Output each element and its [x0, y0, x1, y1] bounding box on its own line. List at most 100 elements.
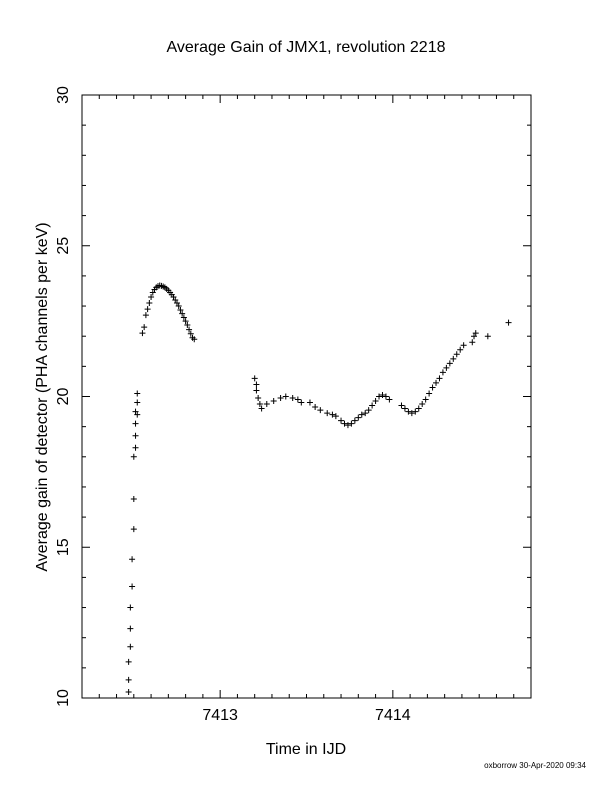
data-point [439, 369, 446, 376]
data-point [172, 297, 179, 304]
data-point [471, 333, 478, 340]
chart-title: Average Gain of JMX1, revolution 2218 [167, 39, 446, 56]
data-point [317, 407, 324, 414]
data-point [132, 432, 139, 439]
data-point [134, 399, 141, 406]
data-point [134, 390, 141, 397]
data-point [386, 396, 393, 403]
data-point [298, 399, 305, 406]
data-point [253, 381, 260, 388]
axis-ticks [81, 94, 532, 699]
data-point [472, 330, 479, 337]
data-point [144, 306, 151, 313]
data-point [263, 401, 270, 408]
y-tick-label: 30 [55, 86, 72, 104]
data-point [146, 300, 153, 307]
data-point [125, 688, 132, 695]
data-point [132, 408, 139, 415]
data-point [180, 314, 187, 321]
data-point [130, 526, 137, 533]
data-point [338, 417, 345, 424]
data-point [405, 408, 412, 415]
x-axis-label: Time in IJD [266, 741, 346, 758]
data-point [382, 393, 389, 400]
data-point [419, 401, 426, 408]
data-point [251, 375, 258, 382]
data-point [457, 346, 464, 353]
data-point [469, 339, 476, 346]
data-point [134, 411, 141, 418]
data-point [175, 303, 182, 310]
data-points [125, 282, 512, 695]
data-point [362, 410, 369, 417]
data-point [282, 393, 289, 400]
data-point [127, 604, 134, 611]
data-point [141, 324, 148, 331]
data-point [289, 395, 296, 402]
y-tick-labels: 10 15 20 25 30 [55, 86, 72, 707]
data-point [149, 289, 156, 296]
data-point [450, 355, 457, 362]
data-point [130, 496, 137, 503]
data-point [422, 396, 429, 403]
data-point [408, 410, 415, 417]
data-point [412, 408, 419, 415]
data-point [130, 453, 137, 460]
data-point [127, 625, 134, 632]
data-point [324, 410, 331, 417]
data-point [433, 379, 440, 386]
data-point [358, 411, 365, 418]
data-point [401, 405, 408, 412]
data-point [379, 391, 386, 398]
data-point [376, 393, 383, 400]
data-point [443, 364, 450, 371]
data-point [329, 411, 336, 418]
data-point [187, 330, 194, 337]
data-point [294, 396, 301, 403]
data-point [348, 420, 355, 427]
data-point [255, 395, 262, 402]
data-point [306, 399, 313, 406]
data-point [182, 318, 189, 325]
data-point [170, 294, 177, 301]
y-tick-label: 20 [55, 388, 72, 406]
x-tick-labels: 7413 7414 [202, 707, 410, 724]
data-point [372, 398, 379, 405]
data-point [277, 395, 284, 402]
data-point [139, 330, 146, 337]
data-point [426, 390, 433, 397]
data-point [142, 312, 149, 319]
x-tick-label: 7413 [202, 707, 238, 724]
data-point [369, 402, 376, 409]
data-point [148, 294, 155, 301]
data-point [355, 414, 362, 421]
data-point [132, 444, 139, 451]
data-point [184, 322, 191, 329]
data-point [429, 384, 436, 391]
data-point [446, 360, 453, 367]
data-point [415, 405, 422, 412]
data-point [341, 420, 348, 427]
data-point [460, 342, 467, 349]
data-point [191, 336, 198, 343]
data-point [177, 306, 184, 313]
data-point [351, 417, 358, 424]
data-point [436, 375, 443, 382]
data-point [179, 310, 186, 317]
data-point [258, 405, 265, 412]
data-point [125, 676, 132, 683]
plot-frame [81, 94, 532, 699]
x-tick-label: 7414 [375, 707, 411, 724]
footer-stamp: oxborrow 30-Apr-2020 09:34 [484, 761, 586, 770]
y-tick-label: 15 [55, 538, 72, 556]
data-point [186, 326, 193, 333]
data-point [365, 407, 372, 414]
data-point [129, 583, 136, 590]
y-tick-label: 25 [55, 237, 72, 255]
data-point [127, 643, 134, 650]
data-point [332, 413, 339, 420]
data-point [253, 387, 260, 394]
y-tick-label: 10 [55, 689, 72, 707]
data-point [453, 351, 460, 358]
